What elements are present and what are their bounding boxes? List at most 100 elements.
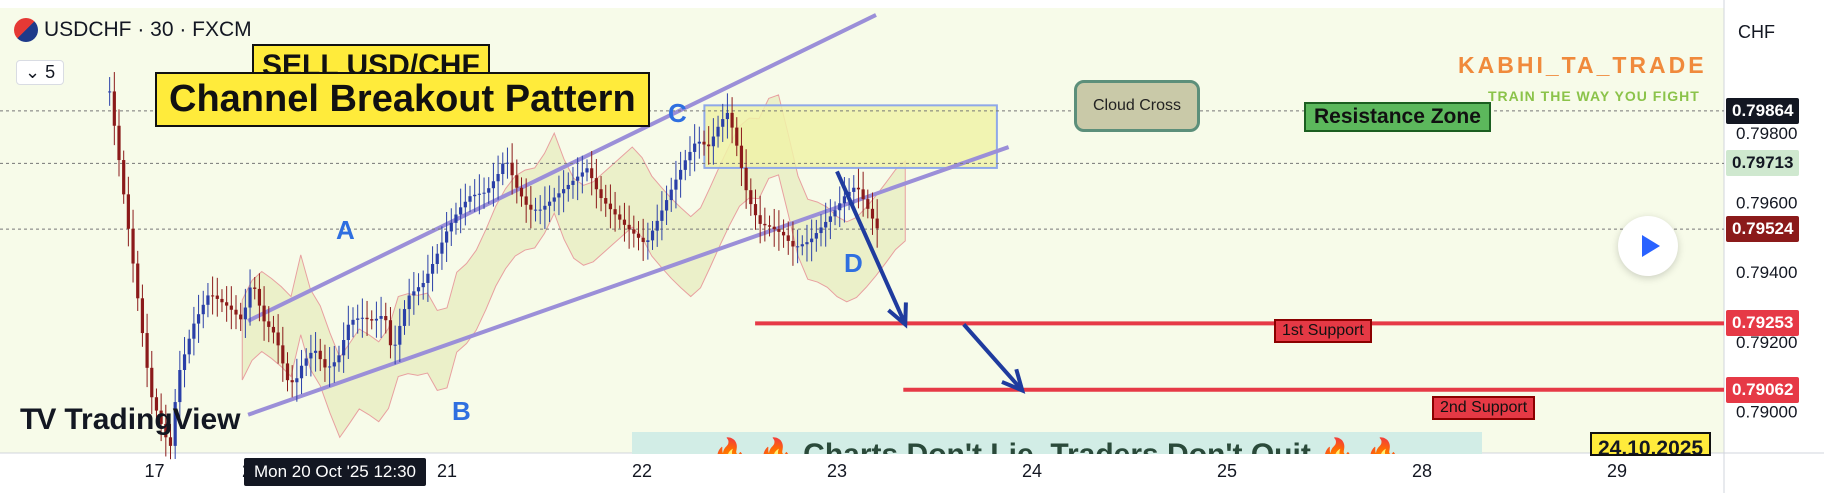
candle-body: [402, 309, 407, 326]
candle-body: [711, 136, 715, 147]
candle-body: [295, 378, 299, 383]
candle-body: [519, 187, 524, 197]
candle-body: [791, 240, 795, 247]
date-stamp: 24.10.2025: [1590, 432, 1712, 456]
wave-label-c: C: [668, 98, 687, 128]
candle-body: [866, 199, 870, 209]
wave-label-d: D: [844, 248, 863, 278]
x-tick-label: 23: [827, 461, 847, 481]
candle-body: [660, 210, 664, 221]
candle-body: [290, 380, 294, 383]
candle-body: [328, 366, 332, 368]
candle-body: [393, 344, 397, 346]
candle-body: [833, 210, 837, 217]
second-support-label: 2nd Support: [1432, 396, 1536, 420]
candle-body: [861, 189, 865, 200]
candle-body: [211, 295, 215, 297]
candle-body: [360, 317, 364, 319]
candle-body: [196, 314, 201, 324]
currency-label: CHF: [1738, 22, 1775, 42]
candle-body: [613, 209, 617, 215]
y-tick-label: 0.79600: [1736, 194, 1797, 213]
candle-body: [543, 205, 547, 210]
candle-body: [154, 397, 159, 411]
y-tick-label: 0.79000: [1736, 402, 1797, 421]
candle-body: [707, 144, 711, 147]
candle-body: [824, 221, 828, 228]
candle-body: [590, 168, 594, 179]
candle-body: [566, 184, 570, 190]
candle-body: [459, 207, 463, 215]
candle-body: [388, 320, 393, 346]
candle-body: [332, 362, 336, 367]
candle-body: [814, 233, 818, 239]
candle-body: [781, 231, 786, 236]
candle-body: [342, 340, 346, 356]
x-tick-label: 17: [144, 461, 164, 481]
candle-body: [374, 318, 379, 321]
candle-body: [435, 253, 439, 264]
x-tick-label: 22: [632, 461, 652, 481]
candle-body: [248, 287, 252, 308]
candle-body: [552, 197, 556, 202]
candle-body: [168, 437, 173, 446]
candle-body: [215, 295, 219, 299]
candle-body: [356, 318, 360, 320]
candle-body: [533, 209, 538, 211]
candle-body: [164, 423, 168, 438]
candle-body: [763, 223, 767, 226]
candle-body: [856, 187, 861, 190]
candle-body: [285, 363, 290, 381]
candle-body: [145, 333, 149, 368]
candle-body: [777, 229, 781, 232]
candle-body: [281, 345, 285, 364]
candle-body: [491, 181, 496, 189]
candle-body: [206, 295, 210, 305]
symbol-header[interactable]: USDCHF · 30 · FXCM: [14, 18, 252, 42]
cloud-cross-label: Cloud Cross: [1074, 80, 1200, 132]
candle-body: [562, 189, 566, 194]
candle-body: [267, 321, 271, 327]
candle-body: [529, 204, 533, 210]
pattern-title: Channel Breakout Pattern: [155, 72, 650, 127]
brand-tagline: TRAIN THE WAY YOU FIGHT: [1488, 88, 1700, 104]
candle-body: [351, 319, 355, 325]
candle-body: [702, 141, 706, 145]
candle-body: [524, 196, 528, 205]
tradingview-logo[interactable]: TV TradingView: [20, 403, 241, 437]
candle-body: [299, 365, 304, 379]
candle-body: [304, 358, 308, 366]
candle-body: [501, 163, 505, 175]
candle-body: [683, 160, 687, 170]
candle-body: [744, 167, 748, 191]
candle-body: [445, 231, 449, 243]
candle-body: [697, 141, 701, 144]
candle-body: [323, 359, 327, 368]
replay-play-button[interactable]: [1618, 216, 1678, 276]
price-tag: 0.79864: [1726, 97, 1800, 124]
candle-body: [669, 189, 673, 201]
candle-body: [739, 145, 744, 168]
candle-body: [772, 226, 776, 230]
ichimoku-cloud: [241, 94, 906, 439]
candle-body: [557, 193, 561, 198]
candle-body: [636, 233, 641, 238]
candle-body: [646, 240, 650, 242]
candle-body: [477, 193, 481, 195]
candle-body: [126, 194, 130, 229]
candle-body: [538, 209, 542, 211]
motto-banner-text: 🔥 🔥 Charts Don't Lie, Traders Don't Quit…: [632, 432, 1482, 454]
candle-body: [482, 192, 486, 194]
candle-body: [716, 126, 720, 137]
candle-body: [201, 304, 205, 315]
candle-body: [136, 263, 140, 299]
x-tick-label: 25: [1217, 461, 1237, 481]
candle-body: [571, 180, 575, 185]
interval-chip[interactable]: ⌄ 5: [16, 60, 65, 85]
candle-body: [449, 222, 453, 232]
candle-body: [122, 160, 126, 195]
tradingview-icon: TV: [20, 403, 56, 436]
candle-body: [800, 244, 804, 247]
projection-arrowhead-2: [1001, 368, 1026, 394]
